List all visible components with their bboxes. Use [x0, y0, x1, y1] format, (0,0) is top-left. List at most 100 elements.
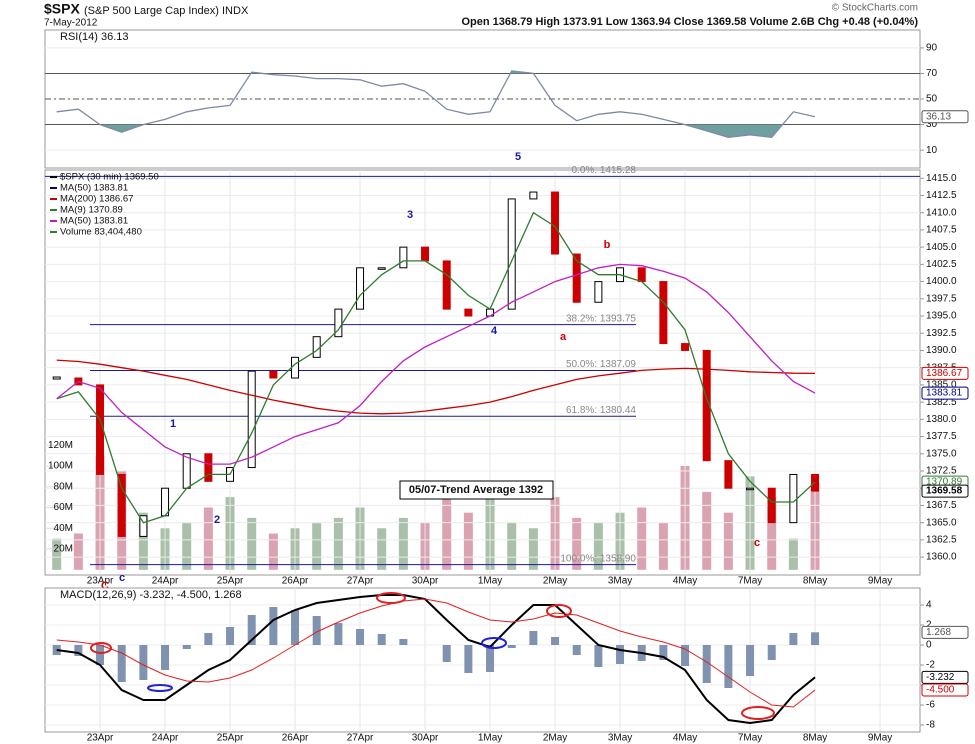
- y-tick-label: 90: [926, 43, 938, 54]
- wave-label: 5: [515, 151, 521, 163]
- y2-tick-label: 40M: [54, 523, 73, 534]
- x-tick-label: 9May: [868, 733, 892, 744]
- x-tick-label: 1May: [478, 733, 502, 744]
- fib-label: 0.0%: 1415.28: [572, 165, 637, 176]
- candle: [464, 308, 473, 317]
- histogram-bar: [312, 616, 321, 645]
- series-line: [56, 598, 816, 708]
- x-tick-label: 3May: [608, 733, 632, 744]
- panel-title: MACD(12,26,9) -3.232, -4.500, 1.268: [60, 589, 242, 601]
- y-tick-label: 1402.5: [926, 259, 957, 270]
- panel-frame: [44, 587, 921, 733]
- x-tick-label: 4May: [673, 733, 697, 744]
- histogram-bar: [356, 629, 365, 645]
- volume-bar: [788, 538, 798, 570]
- volume-bar: [702, 491, 712, 570]
- histogram-bar: [139, 645, 148, 680]
- candle: [52, 376, 61, 380]
- candle: [594, 281, 603, 303]
- copyright: © StockCharts.com: [832, 3, 918, 14]
- legend-entry: MA(50) 1383.81: [60, 216, 128, 227]
- histogram-bar: [96, 645, 105, 665]
- histogram-bar: [767, 645, 776, 660]
- circle: [481, 637, 507, 649]
- value-marker-label: 1.268: [926, 627, 951, 638]
- histogram-bar: [464, 645, 473, 673]
- x-tick-label: 2May: [543, 576, 567, 587]
- legend-entry: Volume 83,404,480: [60, 227, 142, 238]
- y-tick-label: 1375.0: [926, 448, 957, 459]
- histogram-bar: [334, 623, 343, 645]
- y-tick-label: 1405.0: [926, 242, 957, 253]
- fib-label: 50.0%: 1387.09: [566, 359, 636, 370]
- candle: [204, 453, 213, 482]
- value-marker-label: 1369.58: [926, 486, 963, 497]
- histogram-bar: [572, 645, 581, 655]
- value-marker: [921, 110, 969, 124]
- legend-entry: $SPX (30 min) 1369.50: [60, 172, 159, 183]
- histogram-bar: [746, 645, 755, 676]
- value-marker-label: -4.500: [926, 685, 955, 696]
- histogram-bar: [117, 645, 126, 682]
- circle: [741, 706, 775, 720]
- histogram-bar: [486, 645, 495, 672]
- y-tick-label: 1360.0: [926, 552, 957, 563]
- volume-bar: [312, 523, 322, 570]
- candle: [529, 191, 538, 200]
- candle: [377, 267, 386, 270]
- series-line: [56, 211, 816, 524]
- series-line: [56, 70, 816, 138]
- wave-label: 2: [214, 514, 220, 526]
- volume-bar: [528, 528, 538, 570]
- candle: [767, 487, 776, 524]
- volume-bar: [463, 512, 473, 570]
- trend-label: 05/07-Trend Average 1392: [409, 484, 543, 496]
- wave-label: b: [604, 239, 611, 251]
- candle: [442, 260, 451, 310]
- y-tick-label: 10: [926, 145, 938, 156]
- volume-bar: [767, 497, 777, 570]
- y-tick-label: 0: [926, 640, 932, 651]
- panel-title: RSI(14) 36.13: [60, 31, 128, 43]
- volume-bar: [73, 533, 83, 570]
- series-line: [56, 359, 816, 415]
- wave-label: c: [754, 537, 760, 549]
- x-tick-label: 23Apr: [87, 576, 114, 587]
- date: 7-May-2012: [44, 18, 98, 29]
- circle: [90, 642, 112, 654]
- candle: [681, 343, 690, 351]
- volume-bar: [247, 517, 257, 570]
- value-marker-label: 1386.67: [926, 368, 963, 379]
- histogram-bar: [291, 610, 300, 645]
- candle: [269, 370, 278, 379]
- volume-bar: [723, 512, 733, 570]
- wave-label: 1: [170, 418, 176, 430]
- y-tick-label: 1390.0: [926, 345, 957, 356]
- circle: [376, 592, 406, 604]
- histogram-bar: [616, 645, 625, 664]
- volume-bar: [398, 517, 408, 570]
- histogram-bar: [724, 645, 733, 688]
- legend-entry: MA(200) 1386.67: [60, 194, 133, 205]
- volume-bar: [593, 523, 603, 570]
- volume-bar: [507, 523, 517, 570]
- x-tick-label: 25Apr: [217, 576, 244, 587]
- candle: [139, 515, 148, 537]
- value-marker: [921, 386, 969, 400]
- fib-label: 100.0%: 1358.90: [560, 553, 636, 564]
- histogram-bar: [659, 645, 668, 660]
- volume-bar: [658, 523, 668, 570]
- value-marker: [921, 484, 969, 498]
- candle: [551, 191, 560, 255]
- x-tick-label: 26Apr: [282, 576, 309, 587]
- candle: [724, 460, 733, 489]
- y-tick-label: 50: [926, 94, 938, 105]
- wave-label: 4: [491, 325, 498, 337]
- y-tick-label: 4: [926, 600, 932, 611]
- x-tick-label: 27Apr: [347, 576, 374, 587]
- histogram-bar: [269, 607, 278, 645]
- x-tick-label: 24Apr: [152, 576, 179, 587]
- candle: [702, 349, 711, 462]
- x-tick-label: 7May: [738, 733, 762, 744]
- index-name: (S&P 500 Large Cap Index) INDX: [84, 5, 249, 17]
